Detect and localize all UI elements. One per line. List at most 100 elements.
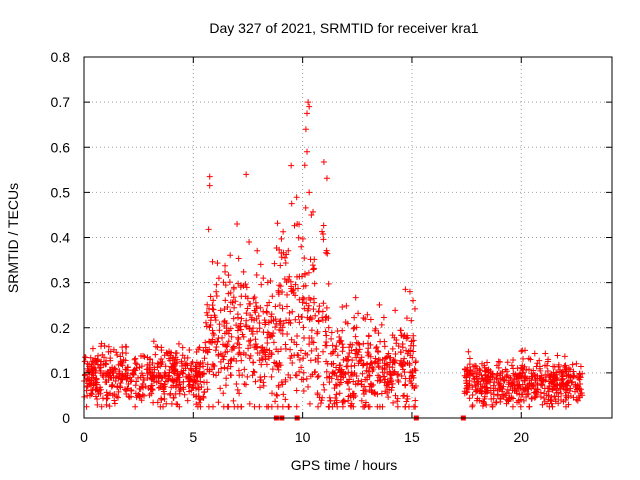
data-point [577,363,584,370]
data-point [363,367,370,374]
data-point [100,370,107,377]
data-point [325,324,332,331]
data-point [310,306,317,313]
data-point [235,255,242,262]
data-point [306,400,313,407]
data-point [361,383,368,390]
data-point [366,403,373,410]
data-point [325,280,332,287]
data-point [278,254,285,261]
data-point [233,358,240,365]
data-point [565,379,572,386]
data-point [549,378,556,385]
data-point [305,269,312,276]
data-point [227,371,234,378]
data-point [508,394,515,401]
data-point [563,380,570,387]
data-point [236,372,243,379]
data-point [479,360,486,367]
data-point [401,332,408,339]
data-point [379,369,386,376]
data-point [517,385,524,392]
data-point [214,338,221,345]
data-point [112,378,119,385]
data-point [247,300,254,307]
data-point [246,400,253,407]
data-point [308,335,315,342]
data-point [204,301,211,308]
data-point [245,345,252,352]
data-point [298,243,305,250]
data-point [107,348,114,355]
data-point [312,312,319,319]
data-point [230,397,237,404]
data-point [340,344,347,351]
data-point [336,338,343,345]
data-point [115,394,122,401]
data-point [247,342,254,349]
data-point [298,313,305,320]
x-tick-label: 0 [80,429,88,445]
data-point [349,390,356,397]
data-point [285,403,292,410]
data-point [197,396,204,403]
data-point [196,399,203,406]
data-point [158,361,165,368]
data-point [369,364,376,371]
data-point [375,330,382,337]
data-point [538,372,545,379]
data-point [136,393,143,400]
data-point [317,400,324,407]
data-point [107,374,114,381]
data-point [263,403,270,410]
data-point [493,375,500,382]
data-point [204,386,211,393]
data-point [167,390,174,397]
data-point [410,403,417,410]
data-point [288,200,295,207]
data-point [312,356,319,363]
data-point [149,386,156,393]
data-point [520,397,527,404]
data-point [119,376,126,383]
data-point [234,327,241,334]
data-point [128,377,135,384]
data-point [200,393,207,400]
data-point [234,314,241,321]
data-point [314,328,321,335]
data-point [257,304,264,311]
data-point [562,403,569,410]
data-point [518,365,525,372]
data-point [157,403,164,410]
data-point [222,349,229,356]
data-point [251,369,258,376]
data-point [505,390,512,397]
data-point [275,382,282,389]
data-point [89,345,96,352]
data-point [360,360,367,367]
data-point [350,325,357,332]
data-point [559,380,566,387]
data-point [206,338,213,345]
data-point [372,390,379,397]
data-point [356,358,363,365]
data-point [574,397,581,404]
data-point [99,395,106,402]
data-point [367,341,374,348]
data-point [532,385,539,392]
data-point [343,302,350,309]
data-point [97,364,104,371]
data-point [277,262,284,269]
data-point [119,362,126,369]
data-point [534,386,541,393]
data-point [227,325,234,332]
data-point [115,370,122,377]
data-point [115,388,122,395]
data-point [364,311,371,318]
data-point [400,333,407,340]
data-point [132,390,139,397]
data-point [467,372,474,379]
data-point [265,331,272,338]
data-point [202,339,209,346]
data-point [236,390,243,397]
